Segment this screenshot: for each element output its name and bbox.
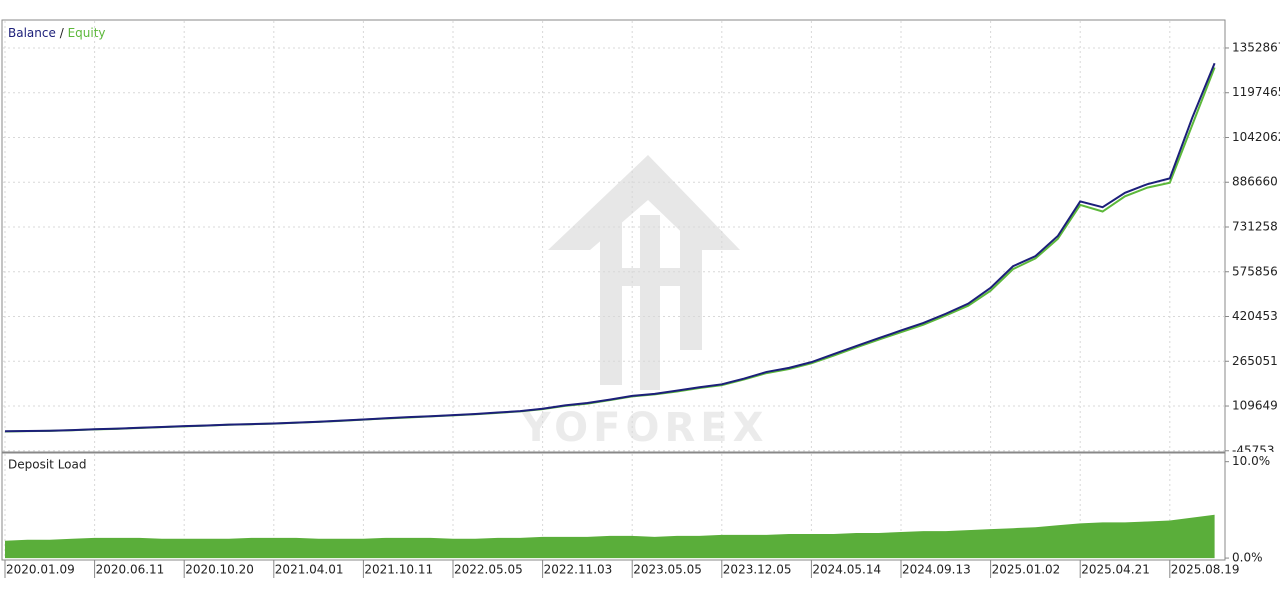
- y-tick-label: 886660: [1232, 175, 1278, 189]
- x-tick-label: 2020.06.11: [96, 563, 165, 577]
- x-tick-label: 2021.04.01: [275, 563, 344, 577]
- watermark-text: YOFOREX: [521, 405, 769, 451]
- x-tick-label: 2022.11.03: [544, 563, 613, 577]
- y-tick-label: 1042062: [1232, 130, 1280, 144]
- x-tick-label: 2023.12.05: [723, 563, 792, 577]
- balance-panel: [1, 19, 1226, 453]
- legend: Balance / Equity: [8, 26, 106, 40]
- y-tick-label: 0.0%: [1232, 551, 1263, 565]
- legend-separator: /: [60, 26, 65, 40]
- y-tick-label: 1352867: [1232, 40, 1280, 54]
- x-tick-label: 2020.01.09: [6, 563, 75, 577]
- x-tick-label: 2020.10.20: [185, 563, 254, 577]
- x-tick-label: 2024.05.14: [812, 563, 881, 577]
- x-tick-label: 2025.01.02: [992, 563, 1061, 577]
- legend-equity: Equity: [68, 26, 106, 40]
- series-line: [4, 62, 1216, 433]
- y-tick-label: -45753: [1232, 443, 1275, 457]
- y-tick-label: 10.0%: [1232, 454, 1270, 468]
- watermark: YOFOREX: [521, 155, 769, 451]
- x-tick-label: 2024.09.13: [902, 563, 971, 577]
- load-title: Deposit Load: [8, 458, 86, 472]
- x-tick-label: 2022.05.05: [454, 563, 523, 577]
- y-tick-label: 731258: [1232, 219, 1278, 233]
- y-axis-balance: -45753 109649 265051 420453 575856 731258 8866…: [1225, 40, 1280, 457]
- x-tick-label: 2021.10.11: [364, 563, 433, 577]
- x-tick-label: 2025.08.19: [1171, 563, 1240, 577]
- x-tick-label: 2025.04.21: [1081, 563, 1150, 577]
- load-area: [5, 514, 1215, 559]
- y-tick-label: 265051: [1232, 354, 1278, 368]
- y-tick-label: 1197465: [1232, 85, 1280, 99]
- y-tick-label: 109649: [1232, 399, 1278, 413]
- y-tick-label: 420453: [1232, 309, 1278, 323]
- y-tick-label: 575856: [1232, 264, 1278, 278]
- x-tick-label: 2023.05.05: [633, 563, 702, 577]
- legend-balance: Balance: [8, 26, 56, 40]
